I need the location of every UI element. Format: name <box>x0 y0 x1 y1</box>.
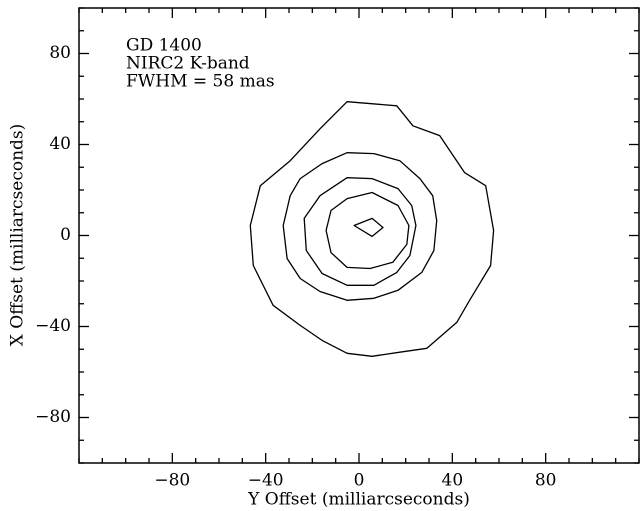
x-axis-label: Y Offset (milliarcseconds) <box>247 490 470 510</box>
contour-line <box>282 152 438 301</box>
x-tick-label: −40 <box>248 471 284 491</box>
y-tick-label: −80 <box>35 407 71 427</box>
contour-line <box>353 217 384 238</box>
y-tick-label: 80 <box>49 43 71 63</box>
y-tick-label: 0 <box>60 225 71 245</box>
y-tick-label: −40 <box>35 316 71 336</box>
plot-frame <box>78 7 640 464</box>
contour-line <box>249 101 495 357</box>
contour-line <box>303 177 417 286</box>
x-tick-label: 40 <box>442 471 464 491</box>
annotation: GD 1400 <box>126 36 202 56</box>
x-tick-label: −80 <box>154 471 190 491</box>
y-tick-label: 40 <box>49 134 71 154</box>
x-tick-label: 0 <box>354 471 365 491</box>
annotation: NIRC2 K-band <box>126 54 250 74</box>
contour-line <box>325 191 410 270</box>
y-axis-label: X Offset (milliarcseconds) <box>8 124 28 347</box>
annotation: FWHM = 58 mas <box>126 72 275 92</box>
x-tick-label: 80 <box>535 471 557 491</box>
